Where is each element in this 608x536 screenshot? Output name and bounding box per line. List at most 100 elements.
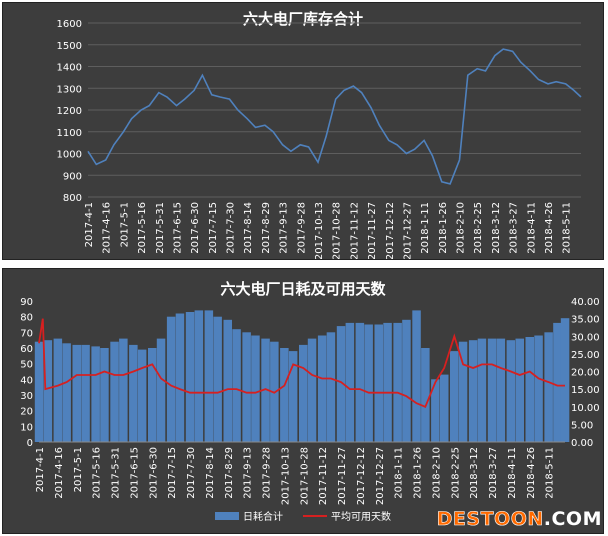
consumption-bar bbox=[62, 343, 71, 442]
x-tick-label: 2017-5-1 bbox=[73, 447, 84, 492]
x-tick-label: 2018-2-25 bbox=[473, 202, 484, 254]
x-tick-label: 2018-4-26 bbox=[526, 447, 537, 499]
x-tick-label: 2017-11-27 bbox=[337, 447, 348, 505]
x-tick-label: 2017-12-12 bbox=[356, 447, 367, 505]
consumption-bar bbox=[288, 351, 298, 442]
consumption-bar bbox=[307, 338, 317, 442]
x-tick-label: 2017-8-29 bbox=[261, 202, 272, 254]
y-tick-label: 1300 bbox=[57, 84, 82, 95]
y-tick-label: 900 bbox=[63, 171, 82, 182]
x-tick-label: 2017-9-28 bbox=[262, 447, 273, 499]
consumption-bar bbox=[431, 379, 440, 442]
x-tick-label: 2017-11-27 bbox=[367, 202, 378, 259]
consumption-bar bbox=[251, 335, 260, 442]
consumption-bar bbox=[336, 326, 346, 442]
x-tick-label: 2017-10-28 bbox=[299, 447, 310, 505]
legend-swatch-consumption bbox=[215, 512, 239, 520]
x-tick-label: 2018-2-10 bbox=[431, 447, 442, 499]
consumption-bar bbox=[91, 346, 100, 442]
consumption-bar bbox=[468, 340, 478, 442]
x-tick-label: 2017-12-12 bbox=[385, 202, 396, 259]
x-tick-label: 2018-5-11 bbox=[545, 447, 556, 499]
x-tick-label: 2017-4-1 bbox=[84, 202, 95, 247]
consumption-bar bbox=[53, 338, 63, 442]
y-tick-label: 40 bbox=[20, 375, 33, 386]
chart-title: 六大电厂日耗及可用天数 bbox=[220, 280, 386, 298]
y-tick-label: 80 bbox=[20, 313, 33, 324]
x-tick-label: 2017-6-15 bbox=[172, 202, 183, 254]
x-tick-label: 2017-10-28 bbox=[332, 202, 343, 259]
y-tick-label: 90 bbox=[20, 297, 33, 308]
x-tick-label: 2017-6-15 bbox=[129, 447, 140, 499]
x-tick-label: 2018-4-11 bbox=[507, 447, 518, 499]
watermark-main: DESTOON bbox=[436, 508, 544, 531]
consumption-chart: 六大电厂日耗及可用天数 0 10 20 30 40 50 60 70 80 90 0.00 5.00 10… bbox=[20, 280, 600, 523]
x-tick-label: 2018-3-27 bbox=[509, 202, 520, 254]
x-tick-label: 2017-12-27 bbox=[402, 202, 413, 259]
consumption-bar bbox=[326, 332, 336, 442]
consumption-bar bbox=[487, 338, 497, 442]
consumption-bar bbox=[72, 344, 81, 442]
x-tick-label: 2018-3-12 bbox=[469, 447, 480, 499]
y2-tick-label: 40.00 bbox=[571, 297, 600, 308]
consumption-bar bbox=[560, 318, 570, 442]
consumption-bar bbox=[148, 348, 157, 442]
x-tick-label: 2018-1-11 bbox=[420, 202, 431, 254]
y-tick-label: 1400 bbox=[57, 63, 82, 74]
legend-label-consumption: 日耗合计 bbox=[243, 510, 283, 523]
x-tick-label: 2017-11-12 bbox=[349, 202, 360, 259]
y-tick-label: 1500 bbox=[57, 41, 82, 52]
consumption-bar bbox=[119, 338, 128, 442]
consumption-bar bbox=[137, 349, 147, 442]
x-tick-label: 2017-7-15 bbox=[208, 202, 219, 254]
y-tick-label: 1200 bbox=[57, 106, 82, 117]
consumption-bar bbox=[81, 344, 90, 442]
x-tick-label: 2018-4-26 bbox=[544, 202, 555, 254]
legend-label-available-days: 平均可用天数 bbox=[331, 510, 391, 523]
x-tick-label: 2017-5-31 bbox=[155, 202, 166, 254]
x-tick-label: 2017-4-16 bbox=[54, 447, 65, 499]
consumption-bar bbox=[525, 337, 534, 442]
x-tick-label: 2017-4-16 bbox=[102, 202, 113, 254]
x-tick-label: 2017-5-31 bbox=[111, 447, 122, 499]
consumption-bar bbox=[156, 338, 166, 442]
x-tick-label: 2018-1-26 bbox=[438, 202, 449, 254]
x-tick-label: 2017-6-30 bbox=[190, 202, 201, 254]
y2-tick-label: 30.00 bbox=[571, 332, 600, 343]
x-tick-label: 2017-5-1 bbox=[119, 202, 130, 247]
consumption-bar bbox=[280, 348, 289, 442]
consumption-bar bbox=[412, 310, 421, 442]
consumption-bar bbox=[166, 316, 176, 442]
chart-title: 六大电厂库存合计 bbox=[243, 10, 363, 28]
consumption-bar bbox=[440, 374, 449, 442]
stock-series-line bbox=[87, 48, 582, 185]
consumption-bar bbox=[223, 319, 232, 442]
x-tick-label: 2017-4-1 bbox=[35, 447, 46, 492]
y-tick-label: 30 bbox=[20, 391, 33, 402]
y2-tick-label: 0.00 bbox=[571, 438, 593, 449]
consumption-bar bbox=[204, 310, 214, 442]
consumption-bar bbox=[421, 348, 430, 442]
x-tick-label: 2017-8-29 bbox=[224, 447, 235, 499]
consumption-bar bbox=[213, 316, 222, 442]
consumption-bar bbox=[374, 324, 383, 442]
consumption-bar bbox=[242, 332, 251, 442]
y-tick-label: 60 bbox=[20, 344, 33, 355]
x-tick-label: 2018-2-25 bbox=[450, 447, 461, 499]
x-tick-label: 2017-10-13 bbox=[314, 202, 325, 259]
consumption-bar bbox=[175, 313, 185, 442]
consumption-bar bbox=[232, 329, 241, 442]
consumption-bar bbox=[402, 319, 411, 442]
consumption-bar bbox=[477, 338, 487, 442]
consumption-bar bbox=[553, 322, 562, 442]
consumption-bar bbox=[34, 341, 44, 442]
y2-tick-label: 20.00 bbox=[571, 368, 600, 379]
x-tick-label: 2017-12-27 bbox=[375, 447, 386, 505]
y-tick-label: 70 bbox=[20, 328, 33, 339]
stock-chart-panel: 六大电厂库存合计 800 900 1000 1100 1200 1300 1400 1500 16… bbox=[2, 2, 604, 260]
consumption-bar bbox=[299, 344, 308, 442]
consumption-bar bbox=[544, 332, 553, 442]
y-tick-label: 800 bbox=[63, 193, 82, 204]
x-tick-label: 2018-1-11 bbox=[394, 447, 405, 499]
